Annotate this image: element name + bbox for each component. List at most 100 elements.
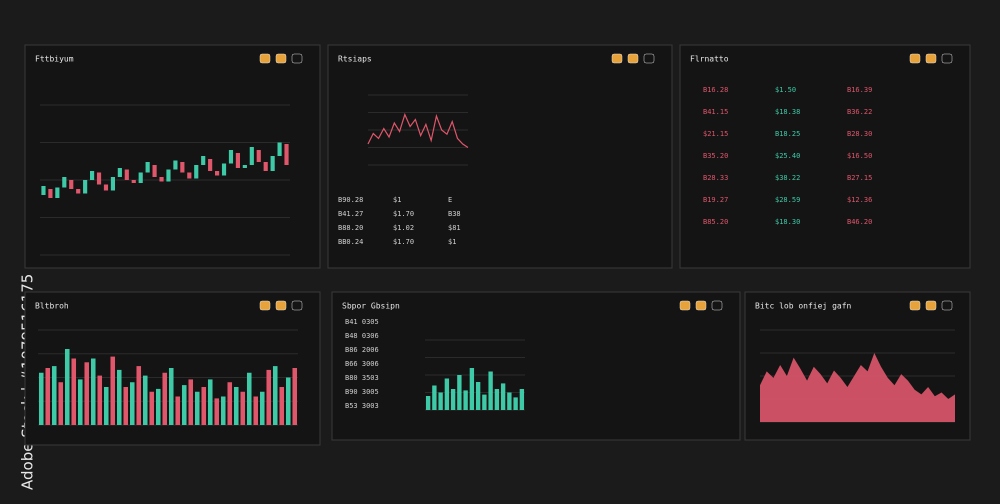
bar <box>175 396 181 425</box>
candle <box>215 171 220 176</box>
candle <box>166 169 171 182</box>
candle <box>131 180 136 183</box>
table-cell: $1.02 <box>393 224 414 232</box>
candle <box>145 162 150 173</box>
bar <box>194 391 200 425</box>
candle <box>69 180 74 189</box>
bar <box>438 392 443 410</box>
candle <box>152 165 157 177</box>
bar <box>246 372 252 425</box>
bar <box>513 397 518 410</box>
toolbar-button[interactable] <box>291 53 303 64</box>
toolbar-button[interactable] <box>909 300 921 311</box>
bar <box>45 368 51 425</box>
bar <box>207 379 213 425</box>
bar <box>136 366 142 425</box>
panel-title: Bitc lob onfiej gafn <box>755 302 852 311</box>
table-cell: $38.22 <box>775 174 800 182</box>
bar <box>77 379 83 425</box>
candle <box>221 163 227 176</box>
toolbar-button[interactable] <box>909 53 921 64</box>
candle <box>228 150 234 164</box>
toolbar-button[interactable] <box>711 300 723 311</box>
toolbar-button[interactable] <box>275 300 287 311</box>
table-cell: B53 3003 <box>345 402 379 410</box>
table-cell: B41 0305 <box>345 318 379 326</box>
toolbar-button[interactable] <box>925 300 937 311</box>
toolbar-button[interactable] <box>643 53 655 64</box>
table-cell: B46.20 <box>847 218 872 226</box>
bar <box>58 382 64 425</box>
table-cell: $18.38 <box>775 108 800 116</box>
table-cell: B41.15 <box>703 108 728 116</box>
candle <box>277 142 282 156</box>
candle <box>110 177 115 191</box>
panel-title: Sbpor Gbsipn <box>342 302 400 311</box>
toolbar-button[interactable] <box>291 300 303 311</box>
candle <box>90 171 95 180</box>
bar <box>463 390 468 410</box>
bar <box>155 388 161 425</box>
bar <box>149 391 155 425</box>
candle <box>201 156 206 165</box>
candle <box>76 189 81 194</box>
table-cell: B48 0306 <box>345 332 379 340</box>
area <box>760 353 955 422</box>
table-cell: B90.28 <box>338 196 363 204</box>
bar <box>110 356 116 425</box>
candle <box>117 168 122 177</box>
table-cell: B36.22 <box>847 108 872 116</box>
bar <box>188 379 194 425</box>
bar <box>482 394 487 410</box>
toolbar-button[interactable] <box>695 300 707 311</box>
toolbar-button[interactable] <box>259 53 271 64</box>
bar <box>500 383 506 410</box>
table-cell: B18.25 <box>775 130 800 138</box>
candle <box>180 162 185 173</box>
candle <box>270 156 275 171</box>
candle <box>55 187 60 198</box>
bar <box>51 366 57 425</box>
toolbar-button[interactable] <box>941 300 953 311</box>
table-cell: B88.20 <box>338 224 363 232</box>
bar <box>168 368 174 425</box>
bar <box>279 387 285 425</box>
bar <box>272 366 278 425</box>
candle <box>263 162 268 171</box>
candle <box>124 169 129 180</box>
candle <box>235 153 240 168</box>
toolbar-button[interactable] <box>941 53 953 64</box>
bar <box>457 375 462 410</box>
line <box>367 112 469 148</box>
table-cell: $1.50 <box>775 86 796 94</box>
candle <box>138 172 143 183</box>
bar <box>494 389 500 410</box>
bar <box>233 387 239 425</box>
table-cell: $12.36 <box>847 196 872 204</box>
toolbar-button[interactable] <box>679 300 691 311</box>
toolbar-button[interactable] <box>627 53 639 64</box>
panel <box>327 44 673 269</box>
table-cell: B19.27 <box>703 196 728 204</box>
candle <box>48 189 53 198</box>
toolbar-button[interactable] <box>259 300 271 311</box>
table-cell: B38 <box>448 210 461 218</box>
bar <box>240 391 246 425</box>
bar <box>488 371 493 410</box>
bar <box>181 385 187 425</box>
bar <box>201 387 207 425</box>
table-cell: B41.27 <box>338 210 363 218</box>
bar <box>425 396 431 410</box>
bar <box>432 385 437 410</box>
bar <box>90 358 96 425</box>
toolbar-button[interactable] <box>925 53 937 64</box>
table-cell: B66 3006 <box>345 360 379 368</box>
bar <box>292 368 298 425</box>
panel <box>331 291 741 441</box>
table-cell: $25.40 <box>775 152 800 160</box>
toolbar-button[interactable] <box>611 53 623 64</box>
table-cell: B86 2006 <box>345 346 379 354</box>
toolbar-button[interactable] <box>275 53 287 64</box>
table-cell: B28.30 <box>847 130 872 138</box>
